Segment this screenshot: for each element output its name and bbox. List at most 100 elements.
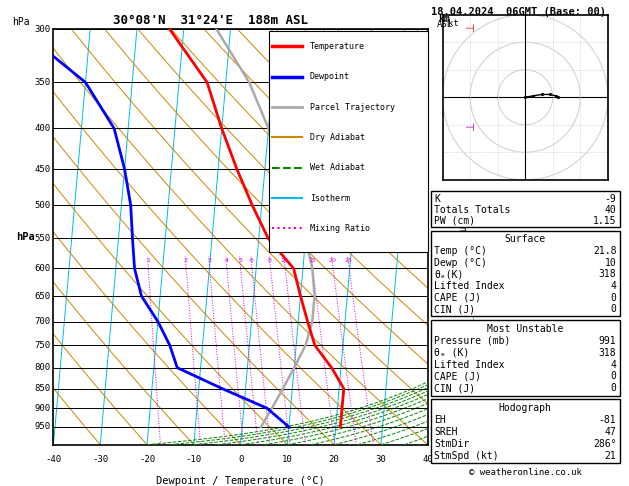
Text: 7: 7	[437, 246, 443, 255]
Text: Temp (°C): Temp (°C)	[434, 246, 487, 256]
Text: 2: 2	[184, 258, 187, 262]
Text: Dewpoint: Dewpoint	[310, 72, 350, 81]
Text: 3: 3	[207, 258, 211, 262]
Text: -30: -30	[92, 455, 108, 464]
Text: 900: 900	[35, 404, 51, 413]
Text: Hodograph: Hodograph	[499, 403, 552, 413]
Text: 20: 20	[328, 258, 337, 262]
Text: Wet Adiabat: Wet Adiabat	[310, 163, 365, 172]
Text: 2: 2	[437, 412, 443, 420]
Text: 4: 4	[437, 363, 443, 372]
Text: 318: 318	[599, 347, 616, 358]
Text: Surface: Surface	[504, 234, 546, 244]
Text: StmSpd (kt): StmSpd (kt)	[434, 451, 499, 461]
Text: 450: 450	[35, 165, 51, 174]
Text: -10: -10	[186, 455, 202, 464]
Text: kt: kt	[448, 18, 459, 28]
Text: ASL: ASL	[437, 19, 454, 29]
Text: CAPE (J): CAPE (J)	[434, 371, 481, 382]
Text: Pressure (mb): Pressure (mb)	[434, 336, 510, 346]
Text: Dry Adiabat: Dry Adiabat	[310, 133, 365, 142]
Text: -40: -40	[45, 455, 62, 464]
Text: -81: -81	[599, 415, 616, 425]
Text: 0: 0	[611, 371, 616, 382]
Text: 5: 5	[238, 258, 242, 262]
Text: 0: 0	[611, 383, 616, 394]
Text: 4: 4	[611, 281, 616, 291]
Text: 318: 318	[599, 269, 616, 279]
Text: 4: 4	[225, 258, 228, 262]
Text: 15: 15	[308, 258, 316, 262]
Text: 47: 47	[604, 427, 616, 437]
Text: 21.8: 21.8	[593, 246, 616, 256]
Text: 30: 30	[376, 455, 386, 464]
Text: 40: 40	[604, 205, 616, 215]
Text: CIN (J): CIN (J)	[434, 383, 475, 394]
Text: SREH: SREH	[434, 427, 457, 437]
Text: ⊣: ⊣	[464, 383, 474, 394]
Text: 350: 350	[35, 78, 51, 87]
Text: ⊣: ⊣	[464, 200, 474, 210]
Text: 6: 6	[437, 297, 443, 306]
Text: 8: 8	[268, 258, 272, 262]
Text: θₑ (K): θₑ (K)	[434, 347, 469, 358]
Text: 1.15: 1.15	[593, 216, 616, 226]
Text: 1: 1	[437, 430, 443, 439]
Text: hPa: hPa	[13, 17, 30, 27]
Text: 650: 650	[35, 292, 51, 300]
Text: EH: EH	[434, 415, 446, 425]
Text: 0: 0	[611, 293, 616, 303]
Text: 10: 10	[281, 258, 289, 262]
Text: 40: 40	[422, 455, 433, 464]
Text: LCL: LCL	[437, 382, 454, 391]
Text: ⊣: ⊣	[464, 24, 474, 34]
Text: Temperature: Temperature	[310, 42, 365, 51]
Text: 25: 25	[345, 258, 352, 262]
Text: 30°08'N  31°24'E  188m ASL: 30°08'N 31°24'E 188m ASL	[113, 14, 308, 27]
Text: 950: 950	[35, 422, 51, 432]
Text: Dewp (°C): Dewp (°C)	[434, 258, 487, 268]
Text: © weatheronline.co.uk: © weatheronline.co.uk	[469, 468, 582, 477]
Text: Parcel Trajectory: Parcel Trajectory	[310, 103, 395, 112]
Text: km: km	[438, 14, 450, 24]
Text: Lifted Index: Lifted Index	[434, 281, 504, 291]
Text: 700: 700	[35, 317, 51, 326]
Text: 750: 750	[35, 341, 51, 350]
Text: 3: 3	[437, 390, 443, 399]
FancyBboxPatch shape	[269, 31, 428, 252]
Text: hPa: hPa	[16, 232, 35, 242]
Text: 300: 300	[35, 25, 51, 34]
Text: PW (cm): PW (cm)	[434, 216, 475, 226]
Text: 20: 20	[329, 455, 340, 464]
Text: 0: 0	[611, 304, 616, 314]
Text: θₑ(K): θₑ(K)	[434, 269, 464, 279]
Text: 10: 10	[604, 258, 616, 268]
Text: CAPE (J): CAPE (J)	[434, 293, 481, 303]
Text: Lifted Index: Lifted Index	[434, 360, 504, 369]
Text: 4: 4	[611, 360, 616, 369]
Text: ⊣: ⊣	[464, 123, 474, 134]
Text: Most Unstable: Most Unstable	[487, 324, 564, 334]
Text: 10: 10	[282, 455, 292, 464]
Text: 400: 400	[35, 124, 51, 133]
Text: 18.04.2024  06GMT (Base: 00): 18.04.2024 06GMT (Base: 00)	[431, 7, 606, 17]
Text: 5: 5	[437, 331, 443, 341]
Text: -20: -20	[139, 455, 155, 464]
Text: 991: 991	[599, 336, 616, 346]
Text: 21: 21	[604, 451, 616, 461]
Text: Mixing Ratio: Mixing Ratio	[310, 224, 370, 233]
Text: 600: 600	[35, 264, 51, 273]
Text: -9: -9	[604, 194, 616, 204]
Text: ⊣: ⊣	[464, 316, 474, 327]
Text: 8: 8	[437, 194, 443, 203]
Text: CIN (J): CIN (J)	[434, 304, 475, 314]
Text: 1: 1	[146, 258, 150, 262]
Text: Dewpoint / Temperature (°C): Dewpoint / Temperature (°C)	[156, 476, 325, 486]
Text: Totals Totals: Totals Totals	[434, 205, 510, 215]
Text: Isotherm: Isotherm	[310, 193, 350, 203]
Text: 550: 550	[35, 234, 51, 243]
Text: 0: 0	[238, 455, 243, 464]
Text: 850: 850	[35, 384, 51, 393]
Text: Mixing Ratio (g/kg): Mixing Ratio (g/kg)	[457, 202, 467, 313]
Text: 6: 6	[250, 258, 253, 262]
